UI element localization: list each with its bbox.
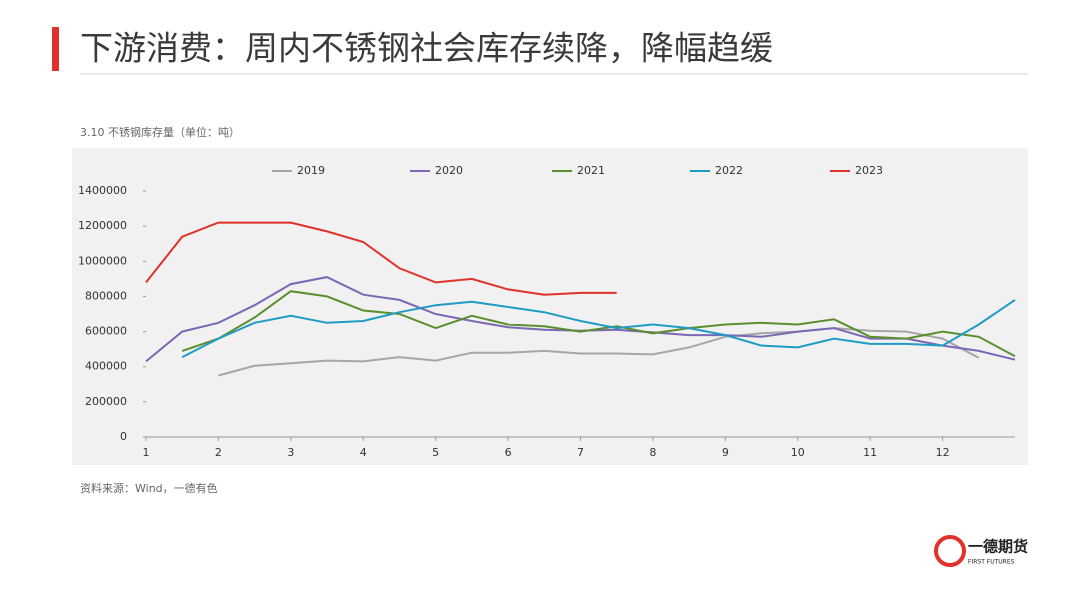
y-tick-label: 1000000 xyxy=(78,254,127,267)
y-tick-label: 200000 xyxy=(85,395,127,408)
x-tick-label: 10 xyxy=(791,446,805,459)
title-accent xyxy=(52,27,59,71)
logo-name: 一德期货 xyxy=(968,538,1028,556)
x-tick-label: 12 xyxy=(936,446,950,459)
series-line xyxy=(145,221,617,296)
x-tick-label: 4 xyxy=(360,446,367,459)
legend-label: 2022 xyxy=(715,164,743,177)
chart-title: 3.10 不锈钢库存量（单位：吨） xyxy=(80,125,240,139)
logo: 一德期货 FIRST FUTURES xyxy=(934,535,1028,567)
y-tick-label: 400000 xyxy=(85,360,127,373)
logo-mark xyxy=(934,535,966,567)
x-tick-label: 8 xyxy=(649,446,656,459)
slide-title: 下游消费：周内不锈钢社会库存续降，降幅趋缓 xyxy=(80,29,773,68)
series-line xyxy=(181,299,1016,358)
legend-label: 2021 xyxy=(577,164,605,177)
x-tick-label: 3 xyxy=(287,446,294,459)
x-tick-label: 5 xyxy=(432,446,439,459)
plot-background xyxy=(72,148,1028,465)
source-note: 资料来源：Wind，一德有色 xyxy=(80,481,218,495)
legend-label: 2020 xyxy=(435,164,463,177)
legend-label: 2019 xyxy=(297,164,325,177)
x-tick-label: 2 xyxy=(215,446,222,459)
series-line xyxy=(218,327,980,377)
y-tick-label: 1200000 xyxy=(78,219,127,232)
series-line xyxy=(181,290,1016,358)
y-tick-label: 800000 xyxy=(85,289,127,302)
x-tick-label: 9 xyxy=(722,446,729,459)
x-tick-label: 11 xyxy=(863,446,877,459)
legend-label: 2023 xyxy=(855,164,883,177)
y-tick-label: 0 xyxy=(120,430,127,443)
x-tick-label: 6 xyxy=(505,446,512,459)
logo-sub: FIRST FUTURES xyxy=(968,559,1015,566)
y-tick-label: 600000 xyxy=(85,325,127,338)
x-tick-label: 7 xyxy=(577,446,584,459)
y-tick-label: 1400000 xyxy=(78,184,127,197)
x-tick-label: 1 xyxy=(143,446,150,459)
